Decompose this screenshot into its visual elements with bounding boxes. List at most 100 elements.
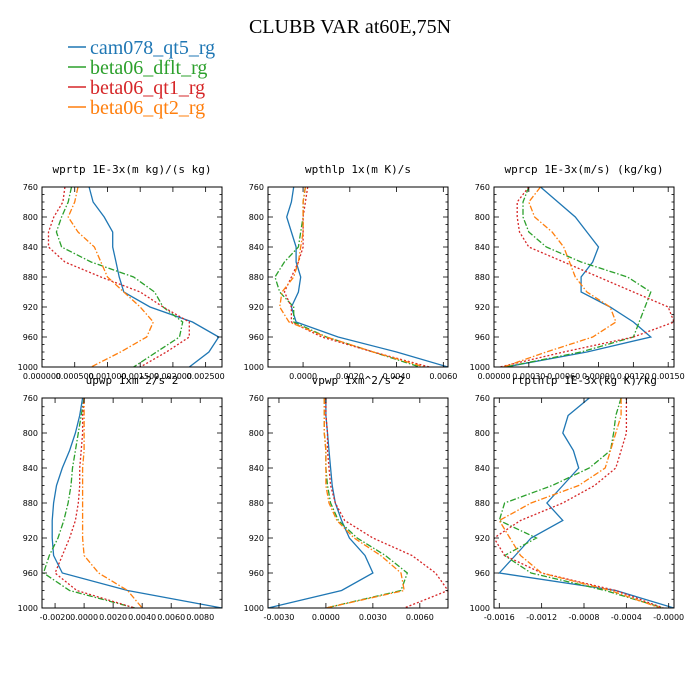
panel-1-xtick-label: 0.0060 <box>429 372 457 381</box>
panel-0-ytick-label: 840 <box>23 243 38 252</box>
panel-0-ytick-label: 800 <box>23 213 38 222</box>
panel-1-xtick-label: 0.0040 <box>383 372 411 381</box>
legend-label-0: cam078_qt5_rg <box>90 37 215 59</box>
panel-0-xtick-label: 0.002500 <box>187 372 225 381</box>
panel-2-series-2 <box>499 187 674 367</box>
panel-2-xtick-label: 0.00000 <box>477 372 510 381</box>
panel-3-series-3 <box>81 398 143 608</box>
panel-0-xtick-label: 0.001000 <box>88 372 126 381</box>
panel-2-xtick-label: 0.00060 <box>547 372 580 381</box>
panel-4-xtick-label: 0.0030 <box>359 613 387 622</box>
panel-1-ytick-label: 1000 <box>244 363 264 372</box>
panel-3-ytick-label: 960 <box>23 569 38 578</box>
panel-4-ytick-label: 1000 <box>244 604 264 613</box>
panel-1: wpthlp 1x(m K)/s 760 800 840 880 920 960 1000 0.… <box>244 163 458 381</box>
panel-4-xtick-label: -0.0030 <box>264 613 295 622</box>
panel-5-ytick-label: 800 <box>475 429 490 438</box>
panel-3-series-1 <box>42 398 136 608</box>
panel-2-series-3 <box>503 187 617 367</box>
panel-0-ytick-label: 760 <box>23 183 38 192</box>
panel-5-ytick-label: 840 <box>475 464 490 473</box>
panel-0-xtick-label: 0.000000 <box>23 372 61 381</box>
panel-1-xtick-label: 0.0020 <box>336 372 364 381</box>
panel-1-xtick-label: 0.0000 <box>289 372 317 381</box>
panel-2: wprcp 1E-3x(m/s) (kg/kg) 760 800 840 880 920 9… <box>470 163 685 381</box>
panel-5-title: rtpthlp 1E-3x(kg K)/kg <box>511 374 657 387</box>
panel-3-frame <box>41 397 223 609</box>
panel-0: wprtp 1E-3x(m kg)/(s kg) 760 800 840 880 920 9… <box>18 163 225 381</box>
panel-0-ytick-label: 920 <box>23 303 38 312</box>
chart-panels: wprtp 1E-3x(m kg)/(s kg) 760 800 840 880 920 9… <box>18 163 685 622</box>
panel-0-ytick-label: 1000 <box>18 363 38 372</box>
figure-title: CLUBB VAR at60E,75N <box>249 16 451 38</box>
panel-3-ytick-label: 840 <box>23 464 38 473</box>
panel-1-series-2 <box>283 187 430 367</box>
panel-5-series-1 <box>498 398 664 608</box>
panel-3-ytick-label: 760 <box>23 394 38 403</box>
panel-5-xtick-label: -0.0004 <box>611 613 642 622</box>
panel-2-series-0 <box>505 187 653 367</box>
panel-1-ytick-label: 840 <box>249 243 264 252</box>
panel-1-ytick-label: 800 <box>249 213 264 222</box>
panel-4-ytick-label: 800 <box>249 429 264 438</box>
panel-1-ytick-label: 920 <box>249 303 264 312</box>
panel-1-frame <box>267 186 449 368</box>
panel-3-title: upwp 1xm^2/s^2 <box>86 374 179 387</box>
panel-2-title: wprcp 1E-3x(m/s) (kg/kg) <box>505 163 664 176</box>
panel-2-ytick-label: 920 <box>475 303 490 312</box>
panel-3-xtick-label: 0.0020 <box>99 613 127 622</box>
panel-1-title: wpthlp 1x(m K)/s <box>305 163 411 176</box>
panel-2-xtick-label: 0.00090 <box>582 372 615 381</box>
panel-2-ytick-label: 840 <box>475 243 490 252</box>
panel-0-xtick-label: 0.000500 <box>56 372 94 381</box>
panel-2-ytick-label: 1000 <box>470 363 490 372</box>
panel-4-xtick-label: 0.0060 <box>406 613 434 622</box>
panel-4-ytick-label: 760 <box>249 394 264 403</box>
panel-3-xtick-label: 0.0080 <box>186 613 214 622</box>
panel-2-xtick-label: 0.00150 <box>652 372 685 381</box>
panel-1-ytick-label: 760 <box>249 183 264 192</box>
panel-5-xtick-label: -0.0012 <box>526 613 557 622</box>
legend-label-2: beta06_qt1_rg <box>90 77 205 99</box>
panel-0-series-2 <box>47 187 190 367</box>
legend: cam078_qt5_rgbeta06_dflt_rgbeta06_qt1_rg… <box>68 37 215 119</box>
panel-0-xtick-label: 0.002000 <box>154 372 192 381</box>
panel-3-xtick-label: -0.0020 <box>40 613 71 622</box>
panel-1-ytick-label: 960 <box>249 333 264 342</box>
panel-0-ytick-label: 960 <box>23 333 38 342</box>
panel-5-ytick-label: 920 <box>475 534 490 543</box>
panel-5: rtpthlp 1E-3x(kg K)/kg 760 800 840 880 920 960… <box>470 374 685 622</box>
panel-4-ytick-label: 920 <box>249 534 264 543</box>
panel-5-ytick-label: 760 <box>475 394 490 403</box>
legend-label-3: beta06_qt2_rg <box>90 97 205 119</box>
panel-4-xtick-label: 0.0000 <box>312 613 340 622</box>
panel-5-ytick-label: 1000 <box>470 604 490 613</box>
panel-2-ytick-label: 800 <box>475 213 490 222</box>
panel-1-series-1 <box>274 187 421 367</box>
panel-4-ytick-label: 880 <box>249 499 264 508</box>
panel-2-ytick-label: 880 <box>475 273 490 282</box>
panel-0-title: wprtp 1E-3x(m kg)/(s kg) <box>53 163 212 176</box>
panel-4-series-2 <box>325 398 448 608</box>
panel-1-series-0 <box>286 187 448 367</box>
panel-3-series-0 <box>51 398 222 608</box>
panel-3-series-2 <box>54 398 136 608</box>
panel-3: upwp 1xm^2/s^2 760 800 840 880 920 960 1000-0.0… <box>18 374 223 622</box>
panel-5-ytick-label: 960 <box>475 569 490 578</box>
panel-4-ytick-label: 840 <box>249 464 264 473</box>
panel-4-title: vpwp 1xm^2/s^2 <box>312 374 405 387</box>
panel-2-series-1 <box>505 187 652 367</box>
legend-label-1: beta06_dflt_rg <box>90 57 207 79</box>
panel-4-frame <box>267 397 449 609</box>
panel-4: vpwp 1xm^2/s^2 760 800 840 880 920 960 1000-0.0… <box>244 374 449 622</box>
panel-5-series-0 <box>498 398 674 608</box>
panel-0-ytick-label: 880 <box>23 273 38 282</box>
panel-3-xtick-label: 0.0000 <box>70 613 98 622</box>
panel-4-series-0 <box>268 398 374 608</box>
panel-5-xtick-label: -0.0008 <box>569 613 600 622</box>
panel-3-xtick-label: 0.0040 <box>128 613 156 622</box>
panel-4-series-3 <box>323 398 405 608</box>
panel-0-series-3 <box>67 187 155 367</box>
panel-2-ytick-label: 960 <box>475 333 490 342</box>
